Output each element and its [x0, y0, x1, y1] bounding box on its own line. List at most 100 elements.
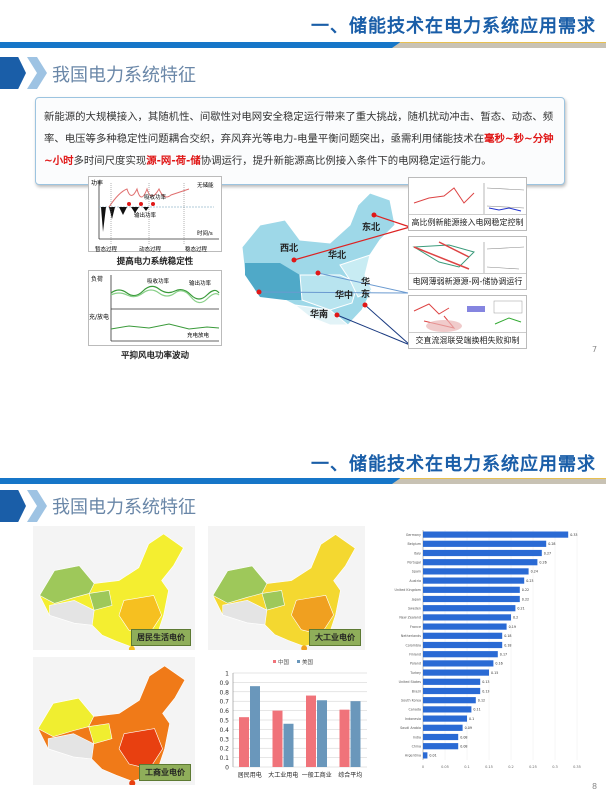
value-label: 0.11: [473, 708, 480, 712]
xinjiang-region: [37, 697, 95, 738]
panel-caption: 交直流混联受端换相失败抑制: [409, 332, 526, 348]
region-east: 华: [361, 276, 370, 288]
bar-中国: [306, 695, 316, 767]
x-tick-label: 综合平均: [338, 771, 362, 779]
y-tick-label: 1: [225, 671, 229, 678]
hainan-region: [129, 780, 136, 787]
hainan-region: [301, 645, 308, 652]
no-storage-label: 无储能: [197, 181, 214, 189]
charge-label: 充电放电: [187, 331, 210, 339]
panel-coordinated-operation: 电网薄弱新源源-网-储协调运行: [408, 236, 527, 290]
bar-中国: [339, 709, 350, 767]
x-tick-label: 0.35: [573, 765, 581, 769]
bar-canada: [423, 706, 472, 713]
y-tick-label: 0.1: [219, 755, 229, 762]
tibet-region: [49, 600, 95, 626]
category-label: China: [412, 745, 421, 749]
bar-中国: [239, 717, 249, 767]
bar-美国: [350, 701, 361, 767]
header-bar-accent: [392, 42, 606, 48]
bar-united-states: [423, 678, 481, 685]
bar-indonesia: [423, 715, 467, 722]
category-label: Colombia: [406, 643, 422, 647]
phase-label: 动态过程: [139, 245, 162, 253]
slide2-header-title: 一、储能技术在电力系统应用需求: [311, 454, 596, 475]
output-label: 输出功率: [134, 211, 157, 219]
category-label: Poland: [410, 662, 421, 666]
ylabel: 功率: [91, 179, 103, 187]
phase-label: 稳态过程: [185, 245, 208, 253]
bar-new-zealand: [423, 614, 511, 621]
bar-turkey: [423, 669, 489, 676]
highlight-timescales: 毫秒~秒~分钟~小时: [44, 133, 554, 167]
panel-caption: 高比例新能源接入电网稳定控制: [409, 214, 526, 230]
bar-brazil: [423, 687, 481, 695]
price-comparison-chart: 0 0.1 0.2 0.3 0.4 0.5 0.6 0.7 0.8 0.9 1 居民用电 大工业用电 一般…: [219, 658, 367, 779]
china-grid-region-map: 东北 西北 华北 华中 华 东 华南: [241, 192, 411, 346]
value-label: 0.15: [491, 671, 498, 675]
map-label: 大工业电价: [309, 629, 361, 646]
value-label: 0.28: [548, 542, 555, 546]
legend-label: 中国: [278, 658, 290, 666]
bar-france: [423, 623, 507, 630]
chevron-icon: [27, 490, 47, 522]
value-label: 0.13: [482, 689, 489, 693]
residential-price-map: 居民生活电价: [33, 526, 195, 652]
bar-austria: [423, 577, 525, 584]
bar-colombia: [423, 641, 503, 649]
category-label: Saudi Arabia: [400, 726, 421, 730]
value-label: 0.13: [482, 680, 489, 684]
header-bar-accent: [392, 478, 606, 484]
bar-belgium: [423, 540, 547, 547]
category-label: Portugal: [407, 561, 421, 565]
bar-saudi-arabia: [423, 724, 463, 731]
text-segment: 多时间尺度实现: [73, 155, 147, 167]
x-tick-label: 0.15: [485, 765, 493, 769]
page-number: 7: [592, 345, 598, 354]
xinjiang-region: [39, 565, 95, 604]
chevron-icon: [0, 57, 26, 89]
x-tick-label: 居民用电: [238, 771, 262, 779]
slide1-header-title: 一、储能技术在电力系统应用需求: [311, 16, 596, 37]
value-label: 0.12: [478, 699, 485, 703]
map-label: 居民生活电价: [131, 629, 191, 646]
xinjiang-region: [212, 565, 268, 604]
value-label: 0.1: [469, 717, 474, 721]
region-north: 华北: [328, 249, 346, 261]
diagram1-caption: 提高电力系统稳定性: [116, 257, 194, 267]
bar-finland: [423, 651, 498, 658]
bar-portugal: [423, 559, 538, 566]
slide2-subtitle: 我国电力系统特征: [52, 497, 196, 518]
bar-germany: [423, 531, 569, 538]
category-label: Brazil: [412, 689, 421, 693]
text-segment: 新能源的大规模接入，其随机性、间歇性对电网安全稳定运行带来了重大挑战，随机扰动冲…: [44, 111, 554, 145]
qinghai-region: [88, 723, 113, 745]
absorb-label: 吸收功率: [144, 193, 167, 201]
region-central: 华中: [335, 289, 353, 301]
commercial-price-map: 工商业电价: [33, 657, 195, 787]
x-tick-label: 大工业用电: [268, 771, 298, 779]
map-label: 工商业电价: [139, 764, 191, 781]
south-region: [293, 304, 350, 326]
region-northwest: 西北: [280, 242, 298, 254]
value-label: 0.08: [460, 735, 467, 739]
page-number: 8: [592, 782, 598, 791]
legend-swatch: [297, 660, 300, 663]
category-label: Sweden: [408, 607, 421, 611]
industrial-price-map: 大工业电价: [208, 526, 365, 652]
category-label: Canada: [408, 708, 421, 712]
category-label: Belgium: [407, 542, 421, 546]
panel-commutation-failure: 交直流混联受端换相失败抑制: [408, 295, 527, 349]
charge-axis-label: 充/放电: [89, 313, 109, 321]
value-label: 0.01: [429, 754, 436, 758]
absorb-label: 吸收功率: [147, 277, 170, 285]
wind-smoothing-diagram: 负荷 充/放电 吸收功率 输出功率 充电放电: [88, 270, 222, 346]
category-label: United States: [399, 680, 422, 684]
bar-美国: [317, 700, 327, 767]
x-tick-label: 0: [422, 765, 424, 769]
category-label: Italy: [414, 551, 421, 555]
bar-sweden: [423, 605, 516, 612]
category-label: Indonesia: [405, 717, 421, 721]
category-label: Netherlands: [401, 634, 421, 638]
region-northeast: 东北: [362, 221, 380, 233]
